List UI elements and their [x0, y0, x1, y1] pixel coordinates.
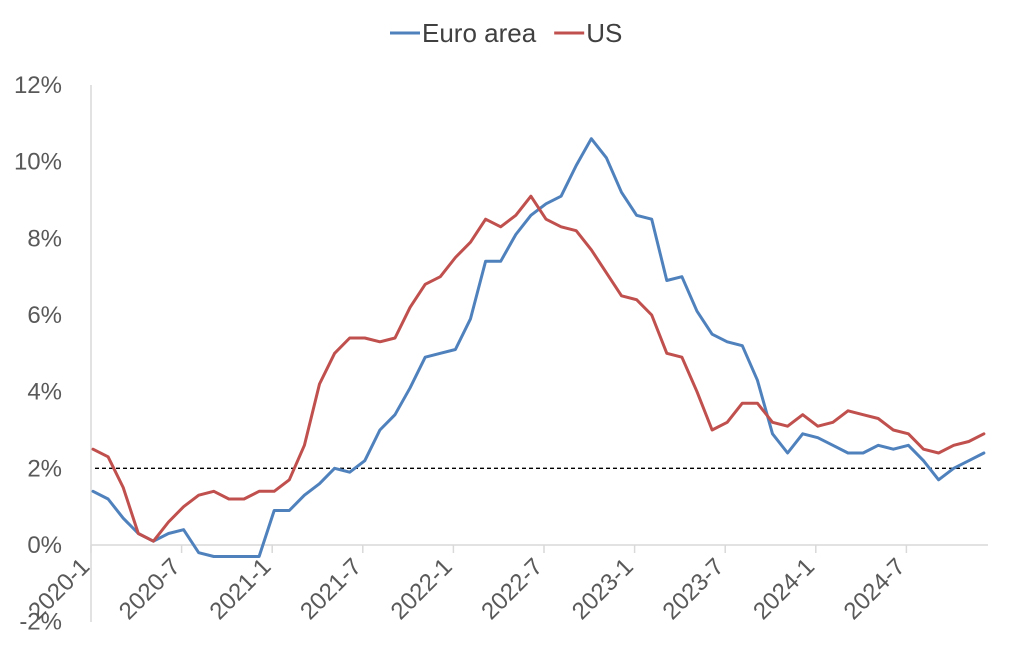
series-line-euro-area	[91, 137, 986, 558]
legend-label-us: US	[586, 18, 622, 48]
x-tick-label: 2022-7	[476, 553, 548, 625]
x-tick-label: 2023-1	[567, 553, 639, 625]
x-tick-label: 2020-7	[114, 553, 186, 625]
y-tick-label: 12%	[14, 72, 62, 99]
legend: Euro area US	[390, 18, 622, 48]
x-tick-label: 2021-1	[205, 553, 277, 625]
x-tick-label: 2024-1	[748, 553, 820, 625]
x-tick-label: 2024-7	[839, 553, 911, 625]
y-tick-label: 0%	[27, 532, 62, 559]
x-tick-label: 2023-7	[658, 553, 730, 625]
legend-label-euro-area: Euro area	[422, 18, 537, 48]
y-tick-label: 8%	[27, 225, 62, 252]
x-axis: 2020-1 2020-7 2021-1 2021-7 2022-1 2022-7 2023…	[23, 544, 988, 625]
y-tick-label: 10%	[14, 149, 62, 176]
y-axis: -2% 0% 2% 4% 6% 8% 10% 12%	[14, 72, 92, 636]
x-tick-label: 2021-7	[295, 553, 367, 625]
y-tick-label: -2%	[19, 609, 62, 636]
y-tick-label: 2%	[27, 455, 62, 482]
x-tick-label: 2022-1	[386, 553, 458, 625]
y-tick-label: 4%	[27, 379, 62, 406]
series-group	[91, 137, 986, 558]
y-tick-label: 6%	[27, 302, 62, 329]
series-line-us	[91, 194, 986, 543]
